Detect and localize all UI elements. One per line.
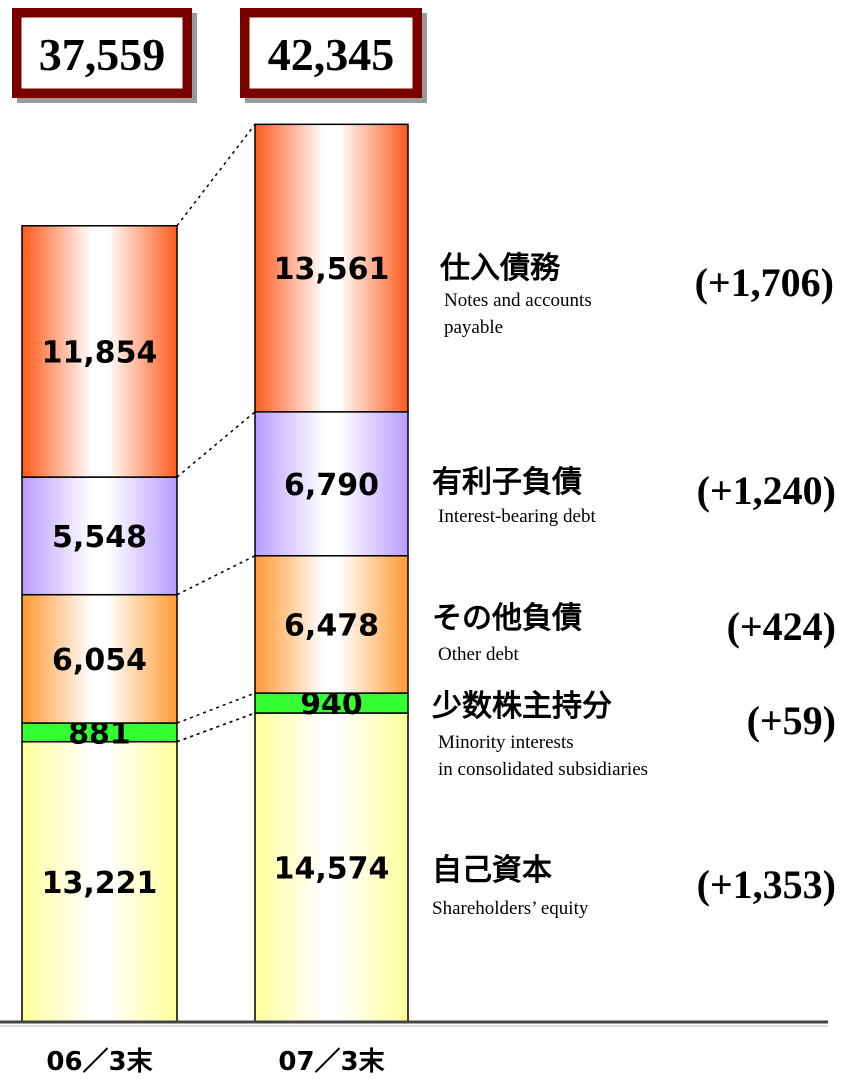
legend-delta: (+1,706) <box>695 260 834 305</box>
legend-name-en: Minority interests <box>438 732 574 753</box>
bar-segment-payable-1 <box>254 123 409 413</box>
bar-label-other-0: 6,054 <box>52 643 147 678</box>
bar-label-interest-0: 5,548 <box>52 520 147 555</box>
bar-label-interest-1: 6,790 <box>284 468 379 503</box>
legend-name-en: payable <box>444 317 503 338</box>
legend-entry-equity: 自己資本 Shareholders’ equity (+1,353) <box>432 853 836 919</box>
total-value-1: 42,345 <box>268 29 395 80</box>
bar-label-equity-0: 13,221 <box>42 866 158 901</box>
legend-name-en: Interest-bearing debt <box>438 506 596 527</box>
connector-line-other <box>176 555 256 596</box>
legend-name-jp: 仕入債務 <box>439 251 561 286</box>
legend-name-en: Other debt <box>438 644 519 665</box>
legend-delta: (+59) <box>747 698 836 743</box>
legend-name-jp: その他負債 <box>432 601 582 636</box>
connector-line-interest <box>176 411 256 478</box>
bar-label-equity-1: 14,574 <box>274 852 390 887</box>
bar-label-payable-1: 13,561 <box>274 252 390 287</box>
legend-name-en: Shareholders’ equity <box>432 898 589 919</box>
bar-label-payable-0: 11,854 <box>42 335 158 370</box>
legend-entry-interest: 有利子負債 Interest-bearing debt (+1,240) <box>432 465 836 527</box>
legend-entry-minority: 少数株主持分 Minority interests in consolidated … <box>432 689 836 780</box>
category-label-1: 07／3末 <box>278 1047 385 1077</box>
connector-line-minority <box>176 692 256 724</box>
total-box-0: 37,559 <box>12 8 197 103</box>
bar-segment-equity-1 <box>254 712 409 1023</box>
bar-segment-equity-0 <box>21 740 178 1023</box>
bar-segment-interest-1 <box>254 411 409 557</box>
legend-entry-payable: 仕入債務 Notes and accounts payable (+1,706) <box>439 251 834 338</box>
bar-segment-payable-0 <box>21 225 178 478</box>
legend-name-jp: 有利子負債 <box>432 465 582 500</box>
legend-name-en: Notes and accounts <box>444 290 592 311</box>
connector-line-minority-bottom <box>176 712 256 743</box>
connector-line-payable <box>176 123 256 227</box>
legend-delta: (+424) <box>727 604 836 649</box>
legend-entry-other: その他負債 Other debt (+424) <box>432 601 836 665</box>
bar-segment-other-1 <box>254 555 409 694</box>
legend-name-en: in consolidated subsidiaries <box>438 759 648 780</box>
total-box-1: 42,345 <box>240 8 427 103</box>
legend-delta: (+1,240) <box>697 468 836 513</box>
bar-segment-other-0 <box>21 593 178 724</box>
bar-segment-interest-0 <box>21 476 178 596</box>
legend-name-jp: 自己資本 <box>432 853 552 888</box>
bar-label-other-1: 6,478 <box>284 608 379 643</box>
legend-name-jp: 少数株主持分 <box>432 689 612 724</box>
category-label-0: 06／3末 <box>46 1047 153 1077</box>
total-value-0: 37,559 <box>39 29 166 80</box>
legend-delta: (+1,353) <box>697 862 836 907</box>
